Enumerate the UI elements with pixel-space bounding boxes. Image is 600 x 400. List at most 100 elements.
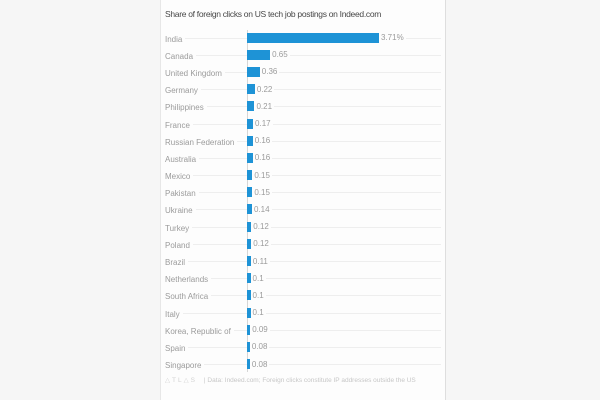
bar-zone: 0.15: [247, 184, 441, 201]
value-label: 0.1: [250, 273, 266, 283]
country-label-cell: Australia: [165, 149, 247, 167]
value-label: 0.08: [249, 359, 270, 369]
bar: [247, 238, 252, 249]
chart-row: Pakistan 0.15: [165, 184, 441, 201]
chart-row: Korea, Republic of 0.09: [165, 321, 441, 338]
bar: [247, 341, 250, 352]
chart-row: United Kingdom 0.36: [165, 63, 441, 80]
value-label: 0.09: [250, 325, 270, 335]
country-label-cell: Singapore: [165, 355, 247, 373]
bar-zone: 0.08: [247, 356, 441, 373]
value-label: 0.15: [252, 187, 272, 197]
country-label: Pakistan: [165, 189, 199, 199]
chart-row: Philippines 0.21: [165, 98, 441, 115]
bar-zone: 0.08: [247, 338, 441, 355]
bar: [247, 170, 253, 181]
value-label: 3.71%: [379, 33, 406, 43]
bar: [247, 204, 252, 215]
chart-row: Turkey 0.12: [165, 218, 441, 235]
bar-zone: 0.12: [247, 218, 441, 235]
bar: [247, 118, 254, 129]
country-label-cell: Russian Federation: [165, 132, 247, 150]
country-label-cell: Korea, Republic of: [165, 321, 247, 339]
bar: [247, 187, 253, 198]
chart-row: Poland 0.12: [165, 235, 441, 252]
country-label: Italy: [165, 309, 183, 319]
country-label-cell: France: [165, 115, 247, 133]
country-label-cell: Italy: [165, 304, 247, 322]
country-label: Germany: [165, 86, 201, 96]
country-label-cell: South Africa: [165, 286, 247, 304]
chart-row: France 0.17: [165, 115, 441, 132]
country-label: Mexico: [165, 172, 194, 182]
country-label: Brazil: [165, 258, 189, 268]
bar-zone: 0.65: [247, 46, 441, 63]
bar-zone: 0.14: [247, 201, 441, 218]
country-label-cell: Ukraine: [165, 200, 247, 218]
chart-row: Ukraine 0.14: [165, 201, 441, 218]
bar: [247, 290, 251, 301]
chart-row: India 3.71%: [165, 29, 441, 46]
bar-zone: 0.17: [247, 115, 441, 132]
bar: [247, 273, 251, 284]
bar-zone: 0.1: [247, 304, 441, 321]
country-label-cell: Spain: [165, 338, 247, 356]
country-label-cell: Poland: [165, 235, 247, 253]
chart-row: Spain 0.08: [165, 338, 441, 355]
value-label: 0.12: [251, 222, 271, 232]
country-label: Netherlands: [165, 275, 212, 285]
chart-row: Russian Federation 0.16: [165, 132, 441, 149]
bar: [247, 152, 253, 163]
bar: [247, 324, 251, 335]
value-label: 0.12: [251, 239, 271, 249]
bar: [247, 49, 271, 60]
country-label-cell: Mexico: [165, 166, 247, 184]
chart-row: Mexico 0.15: [165, 167, 441, 184]
bar: [247, 359, 250, 370]
country-label-cell: Brazil: [165, 252, 247, 270]
bar: [247, 32, 379, 43]
bar-zone: 0.1: [247, 270, 441, 287]
country-label-cell: India: [165, 29, 247, 47]
bar-zone: 3.71%: [247, 29, 441, 46]
value-label: 0.21: [254, 101, 275, 111]
bar-zone: 0.09: [247, 321, 441, 338]
bar-zone: 0.12: [247, 235, 441, 252]
bar: [247, 307, 251, 318]
bar: [247, 135, 253, 146]
country-label: Singapore: [165, 361, 205, 371]
country-label-cell: Philippines: [165, 97, 247, 115]
value-label: 0.11: [250, 256, 270, 266]
bar-chart: India 3.71% Canada 0.65 United Kingdom 0.36 Ge…: [165, 29, 441, 373]
country-label: Canada: [165, 51, 197, 61]
country-label: Ukraine: [165, 206, 196, 216]
bar-zone: 0.11: [247, 252, 441, 269]
country-label: Philippines: [165, 103, 207, 113]
bar-zone: 0.15: [247, 167, 441, 184]
country-label: Australia: [165, 154, 200, 164]
bar-zone: 0.22: [247, 81, 441, 98]
value-label: 0.16: [252, 153, 273, 163]
country-label: Turkey: [165, 223, 193, 233]
value-label: 0.17: [253, 119, 273, 129]
bar: [247, 101, 255, 112]
country-label: South Africa: [165, 292, 212, 302]
country-label-cell: Turkey: [165, 218, 247, 236]
footer: △TL△S | Data: Indeed.com; Foreign clicks …: [165, 377, 441, 385]
chart-row: Singapore 0.08: [165, 356, 441, 373]
country-label-cell: Netherlands: [165, 269, 247, 287]
bar: [247, 221, 252, 232]
value-label: 0.1: [250, 308, 266, 318]
value-label: 0.65: [270, 50, 290, 60]
bar-zone: 0.36: [247, 63, 441, 80]
country-label: Russian Federation: [165, 137, 238, 147]
bar: [247, 256, 251, 267]
value-label: 0.08: [249, 342, 270, 352]
atlas-logo: △TL△S: [165, 376, 197, 384]
chart-row: Canada 0.65: [165, 46, 441, 63]
value-label: 0.16: [252, 136, 273, 146]
chart-title: Share of foreign clicks on US tech job p…: [165, 9, 382, 19]
country-label: India: [165, 34, 186, 44]
bar-zone: 0.16: [247, 149, 441, 166]
y-axis-line: [247, 30, 248, 372]
